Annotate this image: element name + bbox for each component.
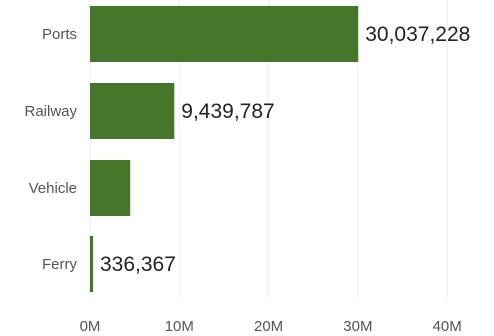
bar	[90, 6, 359, 62]
x-tick-label: 30M	[343, 318, 372, 335]
x-axis-tick-labels: 0M 10M 20M 30M 40M	[80, 318, 462, 335]
bar	[90, 236, 94, 292]
x-tick-label: 10M	[165, 318, 194, 335]
x-tick-label: 0M	[80, 318, 101, 335]
category-label: Railway	[24, 103, 77, 120]
category-labels: Ports Railway Vehicle Ferry	[24, 26, 77, 273]
x-tick-label: 20M	[254, 318, 283, 335]
data-labels: 30,037,228 9,439,787 336,367	[100, 23, 470, 276]
data-label: 30,037,228	[365, 23, 470, 46]
bar	[90, 83, 175, 139]
data-label: 9,439,787	[181, 100, 274, 123]
category-label: Ports	[42, 26, 77, 43]
data-label: 336,367	[100, 253, 176, 276]
bar	[90, 160, 131, 216]
category-label: Ferry	[42, 256, 77, 273]
x-tick-label: 40M	[433, 318, 462, 335]
category-label: Vehicle	[29, 180, 77, 197]
bars-group	[90, 6, 359, 292]
